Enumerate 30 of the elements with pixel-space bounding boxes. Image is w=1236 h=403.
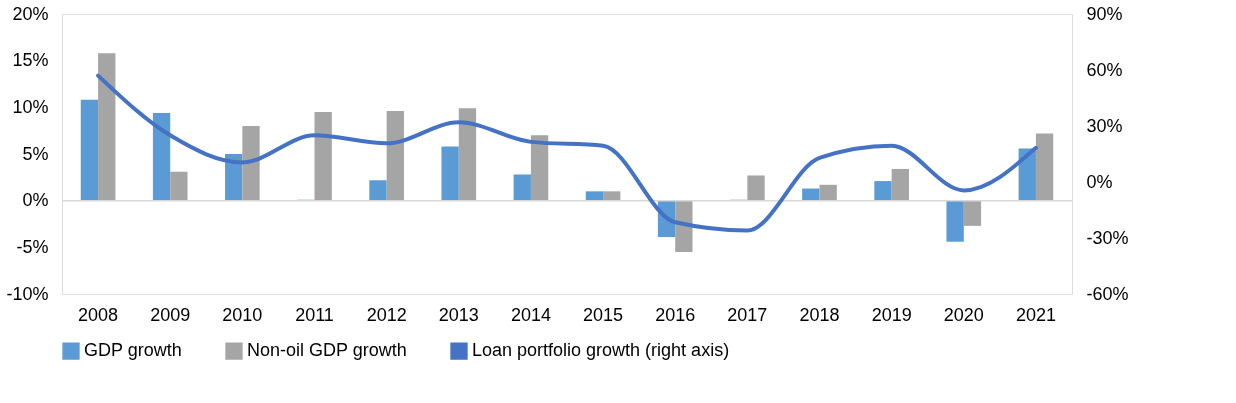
y-tick-label: 5%	[22, 143, 49, 164]
y-tick-label: -5%	[16, 236, 49, 257]
x-tick-label: 2012	[366, 304, 407, 325]
x-tick-label: 2015	[583, 304, 624, 325]
y2-tick-label: 90%	[1086, 3, 1123, 24]
legend-label: GDP growth	[84, 340, 182, 361]
y-tick-label: -10%	[6, 283, 49, 304]
y-tick-label: 20%	[12, 3, 49, 24]
y2-tick-label: 0%	[1086, 171, 1113, 192]
y-tick-label: 10%	[12, 96, 49, 117]
x-tick-label: 2010	[222, 304, 263, 325]
x-tick-label: 2016	[655, 304, 696, 325]
legend-label: Non-oil GDP growth	[247, 340, 407, 361]
legend-label: Loan portfolio growth (right axis)	[472, 340, 730, 361]
x-tick-label: 2008	[78, 304, 119, 325]
y-tick-label: 0%	[22, 190, 49, 211]
x-tick-label: 2021	[1015, 304, 1056, 325]
x-tick-label: 2013	[438, 304, 479, 325]
y2-tick-label: -30%	[1086, 227, 1129, 248]
x-tick-label: 2014	[510, 304, 551, 325]
x-tick-label: 2020	[943, 304, 984, 325]
x-tick-label: 2011	[295, 304, 334, 325]
y2-tick-label: 60%	[1086, 59, 1123, 80]
x-tick-label: 2018	[799, 304, 840, 325]
x-tick-label: 2017	[727, 304, 768, 325]
y-tick-label: 15%	[12, 50, 49, 71]
x-tick-label: 2019	[871, 304, 912, 325]
x-tick-label: 2009	[150, 304, 191, 325]
y2-tick-label: -60%	[1086, 283, 1129, 304]
y2-tick-label: 30%	[1086, 115, 1123, 136]
